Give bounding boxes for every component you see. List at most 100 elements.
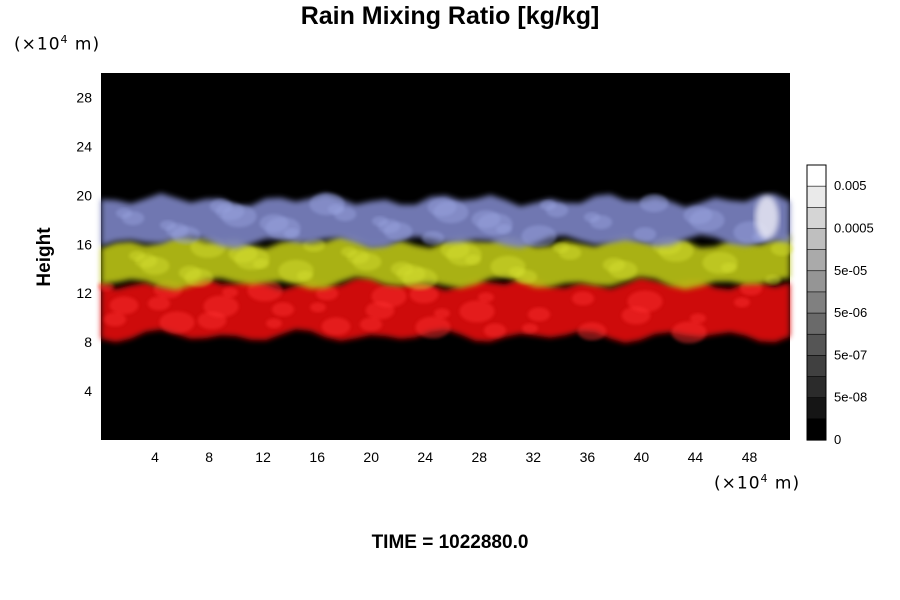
x-tick-label: 28 xyxy=(472,449,488,465)
colorbar-level xyxy=(806,333,827,356)
x-tick-label: 40 xyxy=(634,449,650,465)
band-texture-red xyxy=(459,300,495,323)
band-texture-red xyxy=(271,302,295,317)
band-texture-blue xyxy=(545,203,569,218)
colorbar-level xyxy=(806,291,827,314)
band-texture-red xyxy=(371,285,407,308)
band-texture-red xyxy=(571,291,595,306)
x-tick-label: 4 xyxy=(151,449,159,465)
band-texture-yellow xyxy=(770,241,794,256)
band-texture-red xyxy=(321,317,351,336)
colorbar-label: 0.0005 xyxy=(834,221,874,236)
band-texture-red xyxy=(103,312,127,327)
colorbar-label: 0 xyxy=(834,432,841,447)
band-texture-blue xyxy=(333,207,357,222)
band-texture-yellow xyxy=(558,245,582,260)
colorbar-level xyxy=(806,270,827,293)
band-texture-yellow xyxy=(184,268,214,287)
band-texture-blue xyxy=(421,231,445,246)
band-texture-red xyxy=(409,285,439,304)
band-texture-red xyxy=(310,302,326,313)
band-texture-yellow xyxy=(514,269,538,284)
y-tick-label: 4 xyxy=(84,383,92,399)
y-tick-label: 24 xyxy=(76,138,92,154)
band-texture-blue xyxy=(221,205,257,228)
band-texture-red xyxy=(222,287,238,298)
colorbar-level xyxy=(806,207,827,230)
colorbar-label: 5e-05 xyxy=(834,263,867,278)
band-texture-blue xyxy=(121,211,145,226)
band-texture-red xyxy=(359,317,383,332)
x-tick-label: 16 xyxy=(309,449,325,465)
band-texture-yellow xyxy=(253,258,269,269)
band-texture-red xyxy=(203,295,239,318)
band-texture-blue xyxy=(689,209,725,232)
band-texture-yellow xyxy=(721,262,737,273)
colorbar: 0.005 0.0005 5e-05 5e-06 5e-07 5e-08 0 xyxy=(806,164,874,447)
colorbar-level xyxy=(806,355,827,378)
band-texture-yellow xyxy=(608,260,638,279)
time-label: TIME = 1022880.0 xyxy=(371,532,529,553)
chart-title: Rain Mixing Ratio [kg/kg] xyxy=(300,2,600,30)
band-texture-yellow xyxy=(402,267,438,290)
band-texture-blue xyxy=(639,194,669,213)
x-tick-label: 8 xyxy=(205,449,213,465)
band-texture-blue xyxy=(383,222,413,241)
band-texture-blue xyxy=(171,226,201,245)
band-texture-red xyxy=(522,323,538,334)
y-axis-label: Height xyxy=(34,227,55,287)
band-texture-red xyxy=(415,316,451,339)
colorbar-level xyxy=(806,185,827,208)
band-texture-yellow xyxy=(297,270,313,281)
y-tick-label: 28 xyxy=(76,90,92,106)
colorbar-level xyxy=(806,249,827,272)
colorbar-label: 5e-08 xyxy=(834,390,867,405)
colorbar-level xyxy=(806,312,827,335)
colorbar-label: 0.005 xyxy=(834,178,867,193)
x-tick-label: 12 xyxy=(255,449,271,465)
band-texture-red xyxy=(734,297,750,308)
colorbar-level xyxy=(806,418,827,441)
band-texture-blue xyxy=(633,227,657,242)
band-texture-blue xyxy=(496,224,512,235)
x-tick-label: 20 xyxy=(363,449,379,465)
band-texture-red xyxy=(159,311,195,334)
colorbar-label: 5e-07 xyxy=(834,347,867,362)
x-axis-ticks: 4 8 12 16 20 24 28 32 36 40 44 48 xyxy=(151,449,757,465)
band-texture-red xyxy=(739,281,763,296)
x-tick-label: 36 xyxy=(580,449,596,465)
cloud-top-highlight xyxy=(755,195,780,240)
band-texture-red xyxy=(266,318,282,329)
band-texture-red xyxy=(147,296,171,311)
y-axis-ticks: 4 8 12 16 20 24 28 xyxy=(76,90,92,400)
band-texture-red xyxy=(109,296,139,315)
x-tick-label: 48 xyxy=(742,449,758,465)
band-texture-red xyxy=(527,307,551,322)
band-texture-red xyxy=(434,308,450,319)
band-texture-red xyxy=(577,322,607,341)
band-texture-blue xyxy=(284,228,300,239)
colorbar-level xyxy=(806,397,827,420)
colorbar-label: 5e-06 xyxy=(834,305,867,320)
y-tick-label: 16 xyxy=(76,236,92,252)
x-tick-label: 32 xyxy=(526,449,542,465)
colorbar-level xyxy=(806,164,827,187)
y-tick-label: 20 xyxy=(76,187,92,203)
band-texture-red xyxy=(483,323,507,338)
band-texture-red xyxy=(690,313,706,324)
band-texture-red xyxy=(671,321,707,344)
colorbar-border xyxy=(806,164,827,441)
band-texture-red xyxy=(247,279,283,302)
band-texture-red xyxy=(315,286,339,301)
y-tick-label: 8 xyxy=(84,334,92,350)
band-texture-red xyxy=(627,290,663,313)
x-tick-label: 24 xyxy=(417,449,433,465)
x-axis-unit: (×104 m) xyxy=(714,472,801,494)
band-texture-red xyxy=(478,292,494,303)
band-texture-yellow xyxy=(352,252,382,271)
band-texture-yellow xyxy=(765,274,781,285)
band-texture-blue xyxy=(589,215,613,230)
band-texture-blue xyxy=(521,225,557,248)
y-axis-unit: (×104 m) xyxy=(14,33,101,55)
